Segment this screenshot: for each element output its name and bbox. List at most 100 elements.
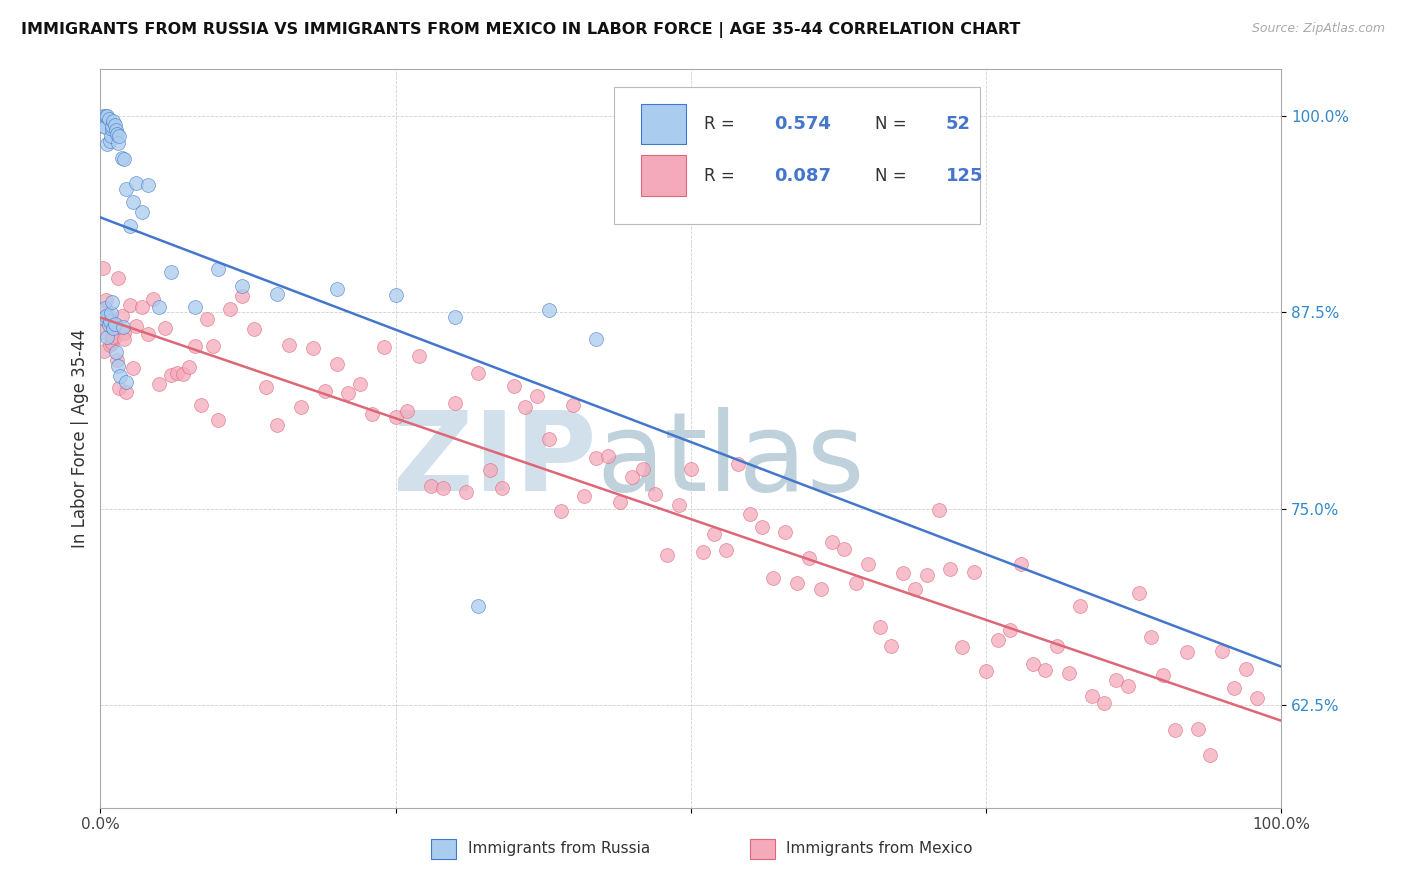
- Point: [155, 321, 177, 335]
- Point: [131, 300, 153, 314]
- Point: [98, 134, 121, 148]
- Point: [1069, 599, 1091, 614]
- Point: [219, 301, 242, 316]
- Point: [231, 279, 253, 293]
- Point: [928, 502, 950, 516]
- Point: [122, 361, 145, 376]
- Point: [136, 326, 159, 341]
- Point: [103, 114, 125, 128]
- Point: [104, 123, 127, 137]
- Point: [845, 576, 868, 591]
- Point: [100, 128, 122, 143]
- Point: [856, 557, 879, 571]
- Point: [1128, 586, 1150, 600]
- Point: [1152, 668, 1174, 682]
- Point: [537, 303, 560, 318]
- Point: [891, 566, 914, 581]
- Point: [160, 368, 183, 383]
- Point: [869, 620, 891, 634]
- Point: [266, 418, 288, 433]
- Point: [1234, 662, 1257, 676]
- Point: [1092, 697, 1115, 711]
- Text: N =: N =: [875, 115, 912, 133]
- Point: [998, 623, 1021, 637]
- Point: [679, 462, 702, 476]
- Point: [574, 489, 596, 503]
- Point: [101, 120, 124, 134]
- Point: [107, 359, 129, 374]
- FancyBboxPatch shape: [641, 103, 686, 145]
- Point: [1116, 679, 1139, 693]
- Point: [105, 127, 128, 141]
- Point: [1187, 722, 1209, 736]
- Point: [93, 343, 115, 358]
- Point: [190, 398, 212, 412]
- Point: [1010, 557, 1032, 571]
- Point: [443, 396, 465, 410]
- FancyBboxPatch shape: [641, 155, 686, 196]
- Point: [1223, 681, 1246, 696]
- FancyBboxPatch shape: [614, 87, 980, 224]
- Point: [596, 449, 619, 463]
- Point: [94, 301, 117, 316]
- Point: [443, 310, 465, 324]
- Point: [118, 298, 141, 312]
- Point: [821, 535, 844, 549]
- Bar: [749, 839, 775, 859]
- Point: [96, 109, 118, 123]
- Point: [714, 542, 737, 557]
- Point: [184, 300, 207, 314]
- Point: [195, 312, 218, 326]
- Text: Immigrants from Russia: Immigrants from Russia: [468, 841, 650, 856]
- Point: [939, 562, 962, 576]
- Point: [177, 359, 200, 374]
- Text: 0.087: 0.087: [775, 167, 831, 185]
- Point: [585, 332, 607, 346]
- Point: [1105, 673, 1128, 688]
- Point: [762, 571, 785, 585]
- Point: [314, 384, 336, 398]
- Text: R =: R =: [704, 115, 740, 133]
- Point: [727, 458, 749, 472]
- Point: [491, 481, 513, 495]
- Point: [136, 178, 159, 192]
- Point: [561, 399, 583, 413]
- Point: [773, 524, 796, 539]
- Point: [915, 568, 938, 582]
- Point: [148, 300, 170, 314]
- Point: [201, 339, 224, 353]
- Point: [115, 182, 138, 196]
- Point: [738, 507, 761, 521]
- Point: [361, 407, 384, 421]
- Point: [349, 376, 371, 391]
- Point: [111, 320, 134, 334]
- Text: 0.574: 0.574: [775, 115, 831, 133]
- Point: [1057, 666, 1080, 681]
- Point: [101, 330, 124, 344]
- Point: [108, 129, 131, 144]
- Point: [118, 219, 141, 234]
- Point: [98, 314, 121, 328]
- Point: [97, 112, 120, 127]
- Point: [1046, 640, 1069, 654]
- Point: [101, 122, 124, 136]
- Point: [467, 366, 489, 380]
- Text: atlas: atlas: [596, 407, 865, 514]
- Point: [254, 380, 277, 394]
- Point: [373, 341, 395, 355]
- Point: [107, 270, 129, 285]
- Point: [810, 582, 832, 596]
- Point: [98, 338, 121, 352]
- Point: [1199, 748, 1222, 763]
- Text: R =: R =: [704, 167, 740, 185]
- Point: [974, 664, 997, 678]
- Point: [609, 495, 631, 509]
- Point: [325, 282, 347, 296]
- Point: [231, 289, 253, 303]
- Point: [644, 487, 666, 501]
- Point: [456, 485, 478, 500]
- Point: [142, 292, 165, 306]
- Point: [115, 385, 138, 400]
- Point: [94, 301, 117, 315]
- Text: 52: 52: [946, 115, 970, 133]
